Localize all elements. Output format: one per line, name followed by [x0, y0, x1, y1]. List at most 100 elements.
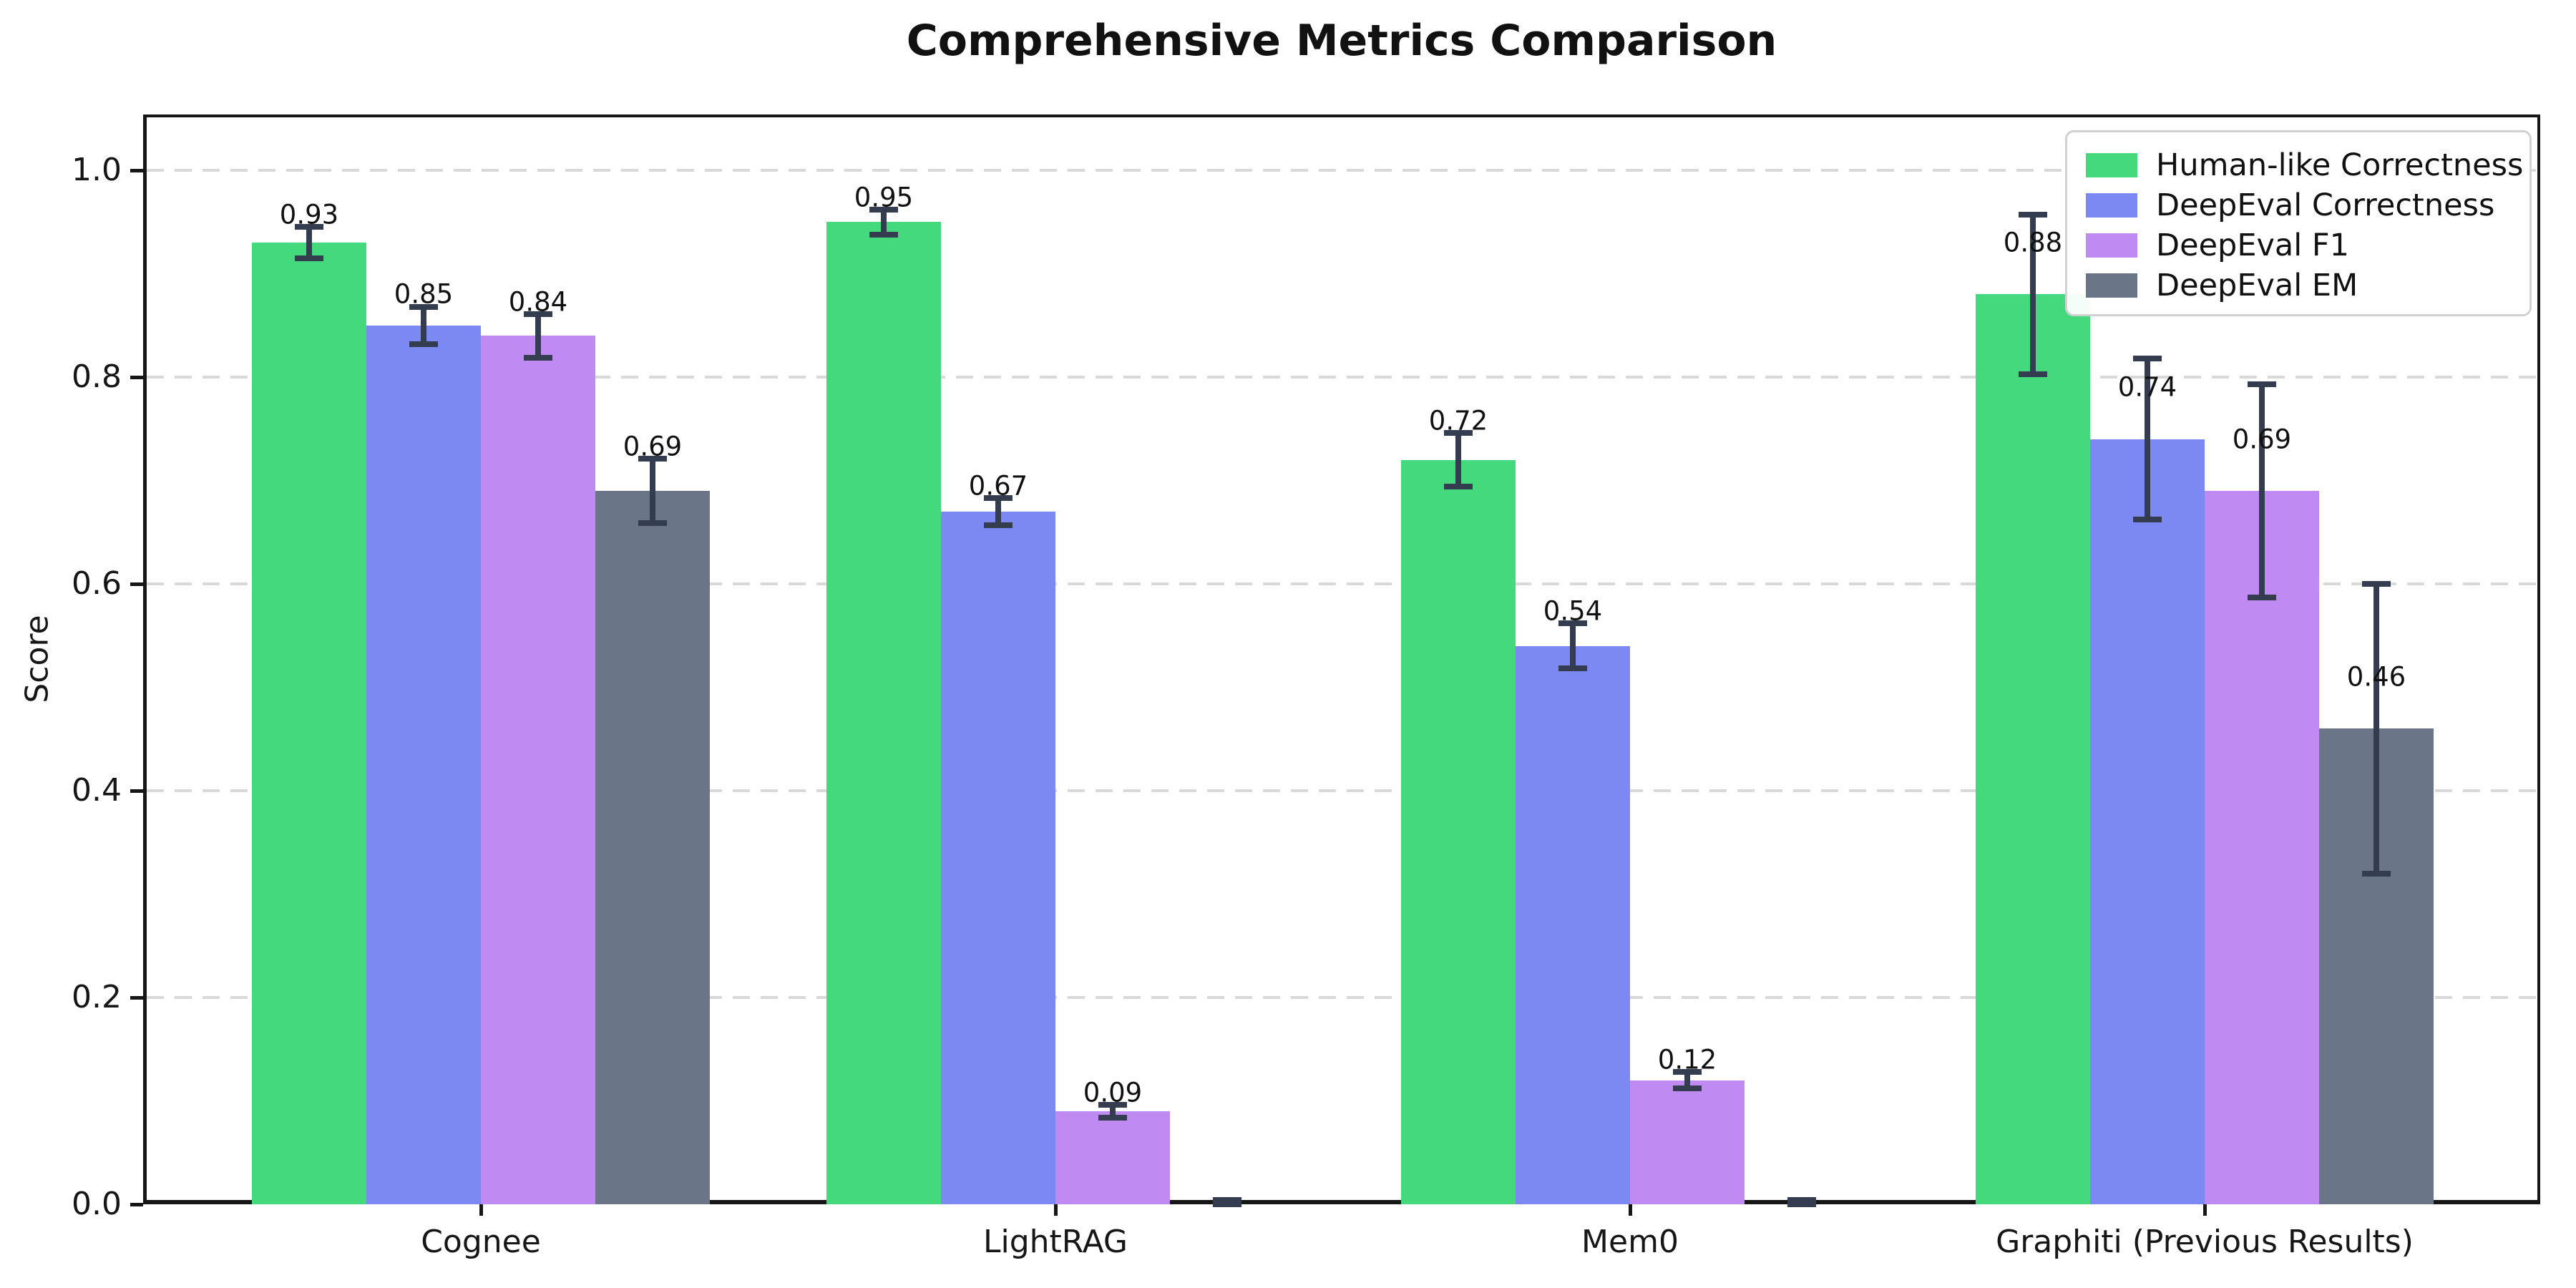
gridline — [147, 789, 2537, 792]
bar — [1630, 1080, 1745, 1204]
bar-value-label: 0.54 — [1543, 595, 1603, 627]
bar — [941, 511, 1055, 1204]
bar-value-label: 0.95 — [854, 182, 914, 213]
error-bar-cap — [2248, 381, 2276, 388]
x-tick-label: Graphiti (Previous Results) — [1996, 1224, 2414, 1260]
error-bar-line — [995, 498, 1001, 525]
error-bar-cap — [2133, 517, 2162, 523]
error-bar-cap — [2248, 594, 2276, 600]
plot-area — [143, 114, 2540, 1204]
error-bar-cap — [1444, 484, 1473, 490]
legend-swatch-icon — [2086, 233, 2137, 258]
bar-value-label: 0.46 — [2346, 661, 2406, 693]
bar — [252, 243, 366, 1204]
error-bar-cap — [869, 231, 898, 238]
bar-value-label: 0.67 — [968, 470, 1028, 502]
y-tick-mark — [130, 789, 143, 793]
y-tick-mark — [130, 582, 143, 586]
error-bar-cap — [295, 224, 323, 230]
error-bar-cap — [2362, 870, 2391, 877]
chart-title: Comprehensive Metrics Comparison — [906, 16, 1777, 66]
legend-swatch-icon — [2086, 193, 2137, 218]
error-bar-cap — [1098, 1102, 1127, 1108]
error-bar-cap — [2019, 371, 2047, 377]
error-bar-cap — [1787, 1201, 1816, 1207]
bar-value-label: 0.93 — [279, 199, 339, 230]
error-bar-line — [2373, 584, 2379, 874]
error-bar-cap — [2362, 581, 2391, 587]
error-bar-line — [535, 313, 541, 358]
y-tick-label: 1.0 — [72, 152, 122, 188]
y-axis-title: Score — [19, 615, 56, 703]
bar — [826, 222, 941, 1204]
y-tick-mark — [130, 169, 143, 172]
x-tick-label: LightRAG — [982, 1224, 1128, 1260]
error-bar-cap — [1444, 430, 1473, 436]
bar-value-label: 0.09 — [1083, 1077, 1143, 1108]
bar-value-label: 0.72 — [1428, 405, 1488, 436]
y-tick-label: 0.0 — [72, 1186, 122, 1222]
error-bar-cap — [295, 255, 323, 261]
error-bar-cap — [638, 519, 667, 526]
legend-item-label: DeepEval F1 — [2156, 228, 2349, 263]
error-bar-cap — [2133, 355, 2162, 361]
bar-value-label: 0.88 — [2003, 227, 2063, 258]
legend: Human-like Correctness DeepEval Correctne… — [2065, 130, 2532, 316]
error-bar-cap — [2019, 212, 2047, 218]
bar — [2090, 439, 2205, 1204]
y-tick-label: 0.8 — [72, 358, 122, 395]
error-bar-line — [881, 209, 887, 235]
bar — [1055, 1111, 1170, 1204]
error-bar-cap — [1213, 1201, 1241, 1207]
error-bar-line — [2030, 215, 2036, 374]
x-tick-label: Cognee — [421, 1224, 541, 1260]
bar — [595, 490, 710, 1204]
error-bar-cap — [869, 206, 898, 213]
error-bar-cap — [1213, 1197, 1241, 1204]
x-tick-mark — [479, 1204, 483, 1216]
error-bar-line — [2145, 358, 2150, 520]
bar-value-label: 0.69 — [623, 431, 683, 462]
error-bar-line — [1455, 433, 1461, 487]
error-bar-line — [1110, 1105, 1116, 1118]
y-tick-label: 0.4 — [72, 772, 122, 809]
bar-value-label: 0.12 — [1657, 1044, 1717, 1075]
x-tick-mark — [1054, 1204, 1058, 1216]
bar — [2205, 490, 2319, 1204]
error-bar-cap — [638, 456, 667, 462]
error-bar-cap — [409, 303, 438, 310]
legend-item-label: Human-like Correctness — [2156, 147, 2524, 183]
error-bar-cap — [1673, 1085, 1702, 1092]
gridline — [147, 376, 2537, 379]
error-bar-line — [306, 227, 312, 258]
y-tick-label: 0.6 — [72, 565, 122, 602]
gridline — [147, 582, 2537, 585]
legend-item-label: DeepEval EM — [2156, 268, 2358, 303]
error-bar-cap — [524, 311, 552, 317]
bar — [1401, 459, 1516, 1204]
error-bar-cap — [1098, 1114, 1127, 1121]
error-bar-cap — [1558, 665, 1587, 672]
bar-value-label: 0.74 — [2117, 371, 2177, 403]
y-tick-mark — [130, 1203, 143, 1206]
x-tick-mark — [1629, 1204, 1632, 1216]
error-bar-cap — [1787, 1197, 1816, 1204]
legend-swatch-icon — [2086, 273, 2137, 298]
bar-value-label: 0.85 — [394, 278, 454, 310]
x-tick-label: Mem0 — [1581, 1224, 1679, 1260]
error-bar-cap — [1673, 1069, 1702, 1075]
bar — [1516, 645, 1630, 1204]
error-bar-line — [2259, 384, 2265, 597]
error-bar-line — [1684, 1072, 1690, 1089]
error-bar-cap — [1558, 620, 1587, 626]
error-bar-cap — [409, 341, 438, 347]
y-tick-mark — [130, 376, 143, 379]
bar-value-label: 0.84 — [508, 286, 568, 317]
legend-item: DeepEval EM — [2086, 265, 2529, 306]
legend-item: DeepEval F1 — [2086, 225, 2529, 265]
y-tick-label: 0.2 — [72, 979, 122, 1015]
legend-swatch-icon — [2086, 153, 2137, 177]
gridline — [147, 169, 2537, 172]
bar — [481, 336, 595, 1204]
